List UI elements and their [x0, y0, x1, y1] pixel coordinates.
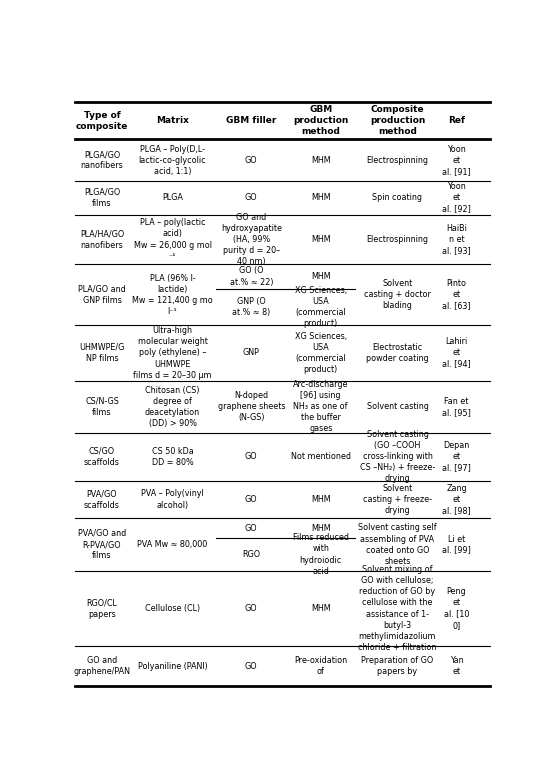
Text: XG Sciences,
USA
(commercial
product): XG Sciences, USA (commercial product) — [295, 332, 347, 374]
Text: Zang
et
al. [98]: Zang et al. [98] — [442, 484, 471, 515]
Text: Li et
al. [99]: Li et al. [99] — [442, 535, 471, 555]
Text: GO: GO — [245, 495, 258, 504]
Text: Solvent
casting + doctor
blading: Solvent casting + doctor blading — [364, 279, 431, 310]
Text: Polyaniline (PANI): Polyaniline (PANI) — [138, 662, 207, 670]
Text: PVA/GO
scaffolds: PVA/GO scaffolds — [84, 490, 120, 509]
Text: Lahiri
et
al. [94]: Lahiri et al. [94] — [442, 337, 471, 369]
Text: MHM: MHM — [311, 235, 331, 244]
Text: GO: GO — [245, 604, 258, 613]
Text: Films reduced
with
hydroiodic
acid: Films reduced with hydroiodic acid — [293, 533, 349, 576]
Text: Yoon
et
al. [91]: Yoon et al. [91] — [442, 144, 471, 176]
Text: Yoon
et
al. [92]: Yoon et al. [92] — [442, 182, 471, 214]
Text: PLGA – Poly(D,L-
lactic-co-glycolic
acid, 1:1): PLGA – Poly(D,L- lactic-co-glycolic acid… — [139, 144, 206, 176]
Text: GNP: GNP — [243, 349, 260, 357]
Text: CS 50 kDa
DD = 80%: CS 50 kDa DD = 80% — [152, 446, 193, 467]
Text: Solvent casting: Solvent casting — [366, 402, 428, 412]
Text: Composite
production
method: Composite production method — [370, 105, 425, 136]
Text: Fan et
al. [95]: Fan et al. [95] — [442, 397, 471, 417]
Text: PLA/HA/GO
nanofibers: PLA/HA/GO nanofibers — [80, 229, 124, 250]
Text: Electrostatic
powder coating: Electrostatic powder coating — [366, 343, 429, 363]
Text: PLGA: PLGA — [162, 194, 183, 202]
Text: MHM: MHM — [311, 194, 331, 202]
Text: Solvent
casting + freeze-
drying: Solvent casting + freeze- drying — [363, 484, 432, 515]
Text: Pre-oxidation
of: Pre-oxidation of — [294, 656, 347, 676]
Text: GO: GO — [245, 453, 258, 461]
Text: MHM: MHM — [311, 156, 331, 164]
Text: GO: GO — [245, 156, 258, 164]
Text: Ref: Ref — [448, 116, 465, 126]
Text: HaiBi
n et
al. [93]: HaiBi n et al. [93] — [442, 224, 471, 255]
Text: Ultra-high
molecular weight
poly (ethylene) –
UHMWPE
films d = 20–30 μm: Ultra-high molecular weight poly (ethyle… — [133, 326, 212, 380]
Text: PLA – poly(lactic
acid)
Mw = 26,000 g mol
⁻¹: PLA – poly(lactic acid) Mw = 26,000 g mo… — [133, 219, 212, 260]
Text: GO (O
at.% ≈ 22): GO (O at.% ≈ 22) — [230, 267, 273, 287]
Text: GO and
graphene/PAN: GO and graphene/PAN — [73, 656, 131, 676]
Text: PVA/GO and
R-PVA/GO
films: PVA/GO and R-PVA/GO films — [78, 529, 126, 560]
Text: PLA/GO and
GNP films: PLA/GO and GNP films — [78, 284, 126, 305]
Text: CS/GO
scaffolds: CS/GO scaffolds — [84, 446, 120, 467]
Text: Solvent casting
(GO –COOH
cross-linking with
CS –NH₂) + freeze-
drying: Solvent casting (GO –COOH cross-linking … — [360, 430, 435, 484]
Text: Pinto
et
al. [63]: Pinto et al. [63] — [442, 279, 471, 310]
Text: PLGA/GO
nanofibers: PLGA/GO nanofibers — [80, 150, 123, 170]
Text: Depan
et
al. [97]: Depan et al. [97] — [442, 441, 471, 472]
Text: Electrospinning: Electrospinning — [366, 235, 429, 244]
Text: XG Sciences,
USA
(commercial
product): XG Sciences, USA (commercial product) — [295, 286, 347, 328]
Text: Arc-discharge
[96] using
NH₃ as one of
the buffer
gases: Arc-discharge [96] using NH₃ as one of t… — [293, 380, 348, 433]
Text: GO and
hydroxyapatite
(HA, 99%
purity d = 20–
40 nm): GO and hydroxyapatite (HA, 99% purity d … — [221, 213, 282, 267]
Text: Spin coating: Spin coating — [372, 194, 423, 202]
Text: Electrospinning: Electrospinning — [366, 156, 429, 164]
Text: MHM: MHM — [311, 272, 331, 281]
Text: Cellulose (CL): Cellulose (CL) — [145, 604, 200, 613]
Text: Peng
et
al. [10
0]: Peng et al. [10 0] — [444, 587, 469, 630]
Text: Type of
composite: Type of composite — [76, 111, 128, 131]
Text: GBM
production
method: GBM production method — [293, 105, 348, 136]
Text: GO: GO — [245, 194, 258, 202]
Text: GO: GO — [245, 524, 258, 533]
Text: PVA Mw ≈ 80,000: PVA Mw ≈ 80,000 — [137, 540, 208, 549]
Text: Chitosan (CS)
degree of
deacetylation
(DD) > 90%: Chitosan (CS) degree of deacetylation (D… — [145, 386, 200, 428]
Text: Preparation of GO
papers by: Preparation of GO papers by — [361, 656, 434, 676]
Text: CS/N-GS
films: CS/N-GS films — [85, 397, 119, 417]
Text: Matrix: Matrix — [156, 116, 189, 126]
Text: UHMWPE/G
NP films: UHMWPE/G NP films — [79, 343, 125, 363]
Text: Not mentioned: Not mentioned — [291, 453, 351, 461]
Text: Yan
et: Yan et — [450, 656, 463, 676]
Text: MHM: MHM — [311, 495, 331, 504]
Text: PLA (96% l-
lactide)
Mw = 121,400 g mo
l⁻¹: PLA (96% l- lactide) Mw = 121,400 g mo l… — [132, 274, 213, 316]
Text: N-doped
graphene sheets
(N-GS): N-doped graphene sheets (N-GS) — [218, 391, 285, 422]
Text: MHM: MHM — [311, 604, 331, 613]
Text: GBM filler: GBM filler — [226, 116, 277, 126]
Text: Solvent casting self
assembling of PVA
coated onto GO
sheets: Solvent casting self assembling of PVA c… — [358, 523, 437, 566]
Text: PVA – Poly(vinyl
alcohol): PVA – Poly(vinyl alcohol) — [141, 490, 204, 509]
Text: GNP (O
at.% ≈ 8): GNP (O at.% ≈ 8) — [232, 297, 271, 317]
Text: MHM: MHM — [311, 524, 331, 533]
Text: Solvent mixing of
GO with cellulose;
reduction of GO by
cellulose with the
assis: Solvent mixing of GO with cellulose; red… — [358, 565, 436, 652]
Text: RGO: RGO — [242, 550, 261, 559]
Text: RGO/CL
papers: RGO/CL papers — [87, 598, 117, 618]
Text: GO: GO — [245, 662, 258, 670]
Text: PLGA/GO
films: PLGA/GO films — [84, 188, 120, 208]
